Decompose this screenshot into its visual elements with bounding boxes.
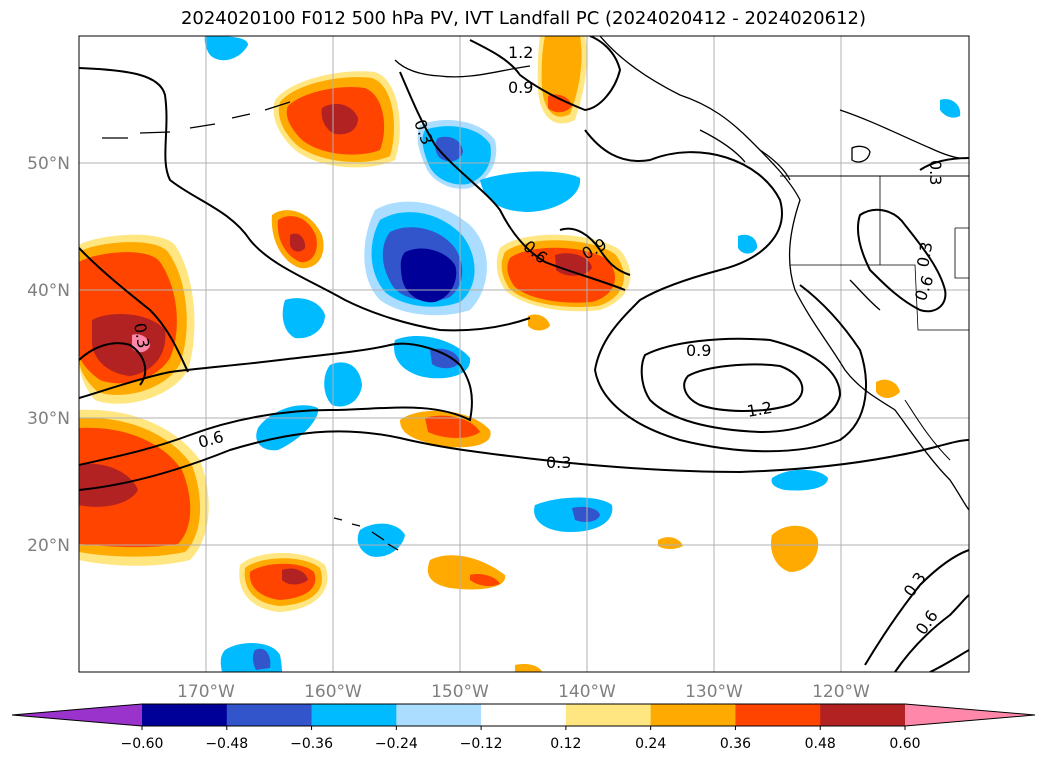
lon-label: 120°W [812, 682, 870, 702]
contour-line [79, 67, 531, 332]
lat-labels: 20°N 30°N 40°N 50°N [27, 154, 70, 556]
contour-line [79, 342, 473, 466]
colorbar-tick-label: 0.12 [550, 736, 581, 752]
pv-positive-region [658, 537, 683, 549]
colorbar-tick-label: 0.60 [889, 736, 920, 752]
colorbar-tick-label: −0.36 [290, 736, 333, 752]
colorbar-segment [820, 704, 906, 726]
contour-line [640, 337, 842, 434]
contour-line [559, 227, 631, 276]
colorbar-segment [226, 704, 313, 726]
pv-positive-region [876, 379, 900, 398]
lon-label: 170°W [177, 682, 235, 702]
pv-shading [79, 36, 961, 672]
contour-line [683, 363, 804, 412]
pv-negative-region [324, 362, 362, 407]
colorbar-tick-label: −0.24 [375, 736, 418, 752]
colorbar-tick-label: 0.24 [635, 736, 666, 752]
pv-negative-region [534, 497, 613, 532]
contour-line [79, 247, 189, 373]
pv-negative-region [572, 506, 600, 523]
contour-line [857, 208, 947, 313]
pv-positive-region [470, 574, 500, 587]
colorbar-segment [735, 704, 821, 726]
colorbar-extend-low [12, 704, 142, 726]
map-background [79, 36, 969, 672]
lon-label: 160°W [304, 682, 362, 702]
pv-positive-region [770, 525, 819, 572]
contour-label: 0.3 [913, 240, 936, 268]
colorbar-tick-label: −0.12 [460, 736, 503, 752]
contour-line [584, 129, 867, 453]
contour-label: 1.2 [508, 43, 533, 62]
colorbar-segment [650, 704, 736, 726]
pv-negative-region [252, 648, 271, 670]
pv-positive-region [321, 103, 358, 135]
pv-negative-region [435, 136, 463, 162]
colorbar-segment [142, 704, 228, 726]
contour-line [929, 649, 969, 672]
contour-label: 0.9 [686, 341, 711, 360]
contour-line [864, 549, 969, 666]
lat-label: 40°N [27, 281, 70, 301]
contour-label: 0.3 [926, 160, 945, 185]
lat-label: 30°N [27, 409, 70, 429]
pv-negative-region [940, 98, 961, 118]
pv-positive-region [425, 415, 480, 438]
contour-line [894, 594, 969, 672]
colorbar-tick-label: −0.48 [205, 736, 248, 752]
pv-negative-region [357, 523, 405, 557]
pv-negative-region [400, 248, 457, 303]
pv-positive-region [555, 253, 592, 276]
pv-negative-region [738, 234, 758, 254]
pv-positive-region [515, 663, 542, 672]
colorbar-tick-label: 0.48 [805, 736, 836, 752]
contour-line [469, 36, 622, 112]
contour-line [79, 430, 969, 491]
pv-negative-region [204, 36, 248, 61]
map-frame [78, 35, 970, 673]
colorbar-tick-label: 0.36 [720, 736, 751, 752]
pv-positive-region [290, 233, 306, 252]
pv-positive-region [528, 314, 550, 331]
lon-label: 130°W [685, 682, 743, 702]
pv-positive-region [548, 94, 572, 113]
colorbar-extend-high [905, 704, 1035, 726]
contour-label: 1.2 [745, 398, 773, 421]
lon-label: 150°W [431, 682, 489, 702]
lat-label: 50°N [27, 154, 70, 174]
pv-positive-region [132, 334, 150, 353]
colorbar: −0.60 −0.48 −0.36 −0.24 −0.12 0.12 0.24 0.36 0.4… [11, 703, 1036, 752]
pv-positive-region [282, 568, 308, 585]
map-title: 2024020100 F012 500 hPa PV, IVT Landfall… [180, 8, 867, 29]
lon-labels: 170°W 160°W 150°W 140°W 130°W 120°W [177, 682, 870, 702]
contour-label: 0.3 [130, 321, 153, 349]
colorbar-segment [565, 704, 652, 726]
lon-label: 140°W [558, 682, 616, 702]
map-gridlines [79, 36, 969, 672]
contour-label: 0.3 [546, 453, 571, 472]
contour-line [79, 342, 147, 386]
colorbar-segment [311, 704, 397, 726]
pv-negative-region [771, 469, 828, 491]
pv-negative-region [480, 171, 581, 212]
contour-line [399, 71, 626, 291]
colorbar-segment [481, 704, 567, 726]
colorbar-tick-label: −0.60 [121, 736, 164, 752]
contour-label: 0.9 [508, 78, 533, 97]
ivt-contours [79, 36, 969, 672]
colorbar-segment [396, 704, 482, 726]
pv-negative-region [430, 348, 460, 369]
lat-label: 20°N [27, 536, 70, 556]
pv-negative-region [282, 298, 325, 339]
contour-line [919, 157, 969, 171]
